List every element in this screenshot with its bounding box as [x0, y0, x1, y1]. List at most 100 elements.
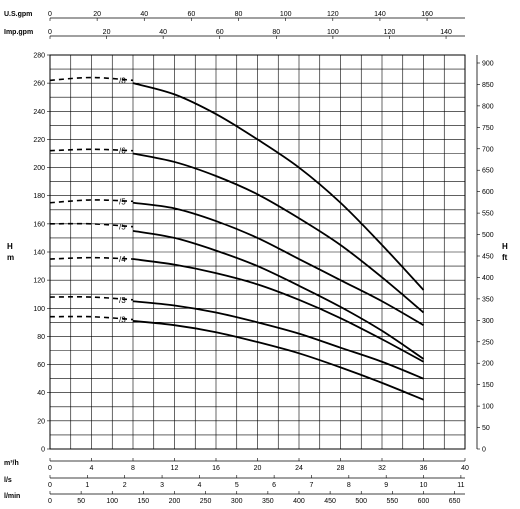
bottom-tick-label: 400 — [293, 498, 305, 505]
series-layer: /8/6/5/5/4/3/3 — [49, 76, 425, 401]
bottom-tick-label: 7 — [310, 482, 314, 489]
bottom-tick-label: 24 — [295, 465, 303, 472]
axes: 020406080100120140160180200220240260280H… — [4, 11, 508, 505]
bottom-axis-label: l/min — [4, 493, 20, 500]
right-tick-label: 400 — [482, 275, 494, 282]
left-tick-label: 180 — [33, 193, 45, 200]
left-axis-label-h: H — [7, 242, 13, 251]
top-tick-label: 100 — [327, 29, 339, 36]
bottom-tick-label: 300 — [231, 498, 243, 505]
bottom-tick-label: 350 — [262, 498, 274, 505]
right-axis-label-h: H — [502, 242, 508, 251]
bottom-tick-label: 50 — [77, 498, 85, 505]
left-tick-label: 260 — [33, 81, 45, 88]
bottom-axis-label: l/s — [4, 477, 12, 484]
bottom-tick-label: 1 — [85, 482, 89, 489]
bottom-tick-label: 40 — [461, 465, 469, 472]
curve-label: /3 — [119, 296, 126, 305]
bottom-tick-label: 150 — [138, 498, 150, 505]
curve-4-dashed — [49, 222, 134, 228]
top-tick-label: 40 — [140, 11, 148, 18]
right-tick-label: 300 — [482, 318, 494, 325]
curve-3 — [132, 201, 424, 326]
bottom-tick-label: 2 — [123, 482, 127, 489]
right-tick-label: 500 — [482, 232, 494, 239]
bottom-tick-label: 600 — [418, 498, 430, 505]
right-tick-label: 550 — [482, 211, 494, 218]
grid — [49, 54, 466, 450]
curve-label: /3 — [119, 316, 126, 325]
bottom-tick-label: 5 — [235, 482, 239, 489]
bottom-tick-label: 20 — [254, 465, 262, 472]
bottom-tick-label: 6 — [272, 482, 276, 489]
bottom-tick-label: 11 — [457, 482, 464, 489]
left-tick-label: 20 — [37, 418, 45, 425]
curve-6-dashed — [49, 296, 134, 301]
top-tick-label: 20 — [103, 29, 111, 36]
top-tick-label: 100 — [280, 11, 292, 18]
bottom-tick-label: 100 — [106, 498, 118, 505]
bottom-tick-label: 650 — [449, 498, 461, 505]
curve-5 — [132, 258, 424, 363]
top-tick-label: 80 — [235, 11, 243, 18]
curve-4 — [132, 230, 425, 360]
right-tick-label: 100 — [482, 404, 494, 411]
bottom-tick-label: 550 — [387, 498, 399, 505]
bottom-tick-label: 250 — [200, 498, 212, 505]
bottom-tick-label: 3 — [160, 482, 164, 489]
top-tick-label: 140 — [440, 29, 452, 36]
left-tick-label: 140 — [33, 250, 45, 257]
bottom-tick-label: 28 — [337, 465, 345, 472]
left-axis-label-m: m — [7, 253, 14, 262]
curve-2 — [132, 152, 425, 314]
left-tick-label: 60 — [37, 362, 45, 369]
curve-label: /6 — [119, 147, 126, 156]
curve-5-dashed — [49, 256, 134, 260]
top-axis-label: U.S.gpm — [4, 11, 32, 18]
left-tick-label: 280 — [33, 53, 45, 60]
curve-label: /4 — [119, 255, 126, 264]
right-tick-label: 750 — [482, 125, 494, 132]
bottom-tick-label: 9 — [384, 482, 388, 489]
bottom-tick-label: 8 — [131, 465, 135, 472]
left-tick-label: 200 — [33, 165, 45, 172]
left-tick-label: 120 — [33, 278, 45, 285]
top-tick-label: 40 — [159, 29, 167, 36]
bottom-tick-label: 4 — [197, 482, 201, 489]
curve-label: /5 — [119, 223, 126, 232]
curve-3-dashed — [49, 199, 134, 204]
top-axis-label: Imp.gpm — [4, 29, 33, 36]
right-tick-label: 150 — [482, 382, 494, 389]
left-tick-label: 80 — [37, 334, 45, 341]
bottom-tick-label: 10 — [420, 482, 428, 489]
right-tick-label: 850 — [482, 82, 494, 89]
bottom-tick-label: 32 — [378, 465, 386, 472]
bottom-tick-label: 4 — [90, 465, 94, 472]
left-tick-label: 0 — [41, 447, 45, 454]
curve-2-dashed — [49, 148, 134, 152]
curve-1 — [132, 82, 425, 291]
top-tick-label: 120 — [384, 29, 396, 36]
right-tick-label: 0 — [482, 447, 486, 454]
bottom-tick-label: 36 — [420, 465, 428, 472]
top-tick-label: 60 — [187, 11, 195, 18]
right-tick-label: 350 — [482, 296, 494, 303]
right-tick-label: 450 — [482, 253, 494, 260]
curve-7 — [132, 320, 424, 401]
top-tick-label: 80 — [272, 29, 280, 36]
bottom-tick-label: 0 — [48, 498, 52, 505]
top-tick-label: 160 — [421, 11, 433, 18]
bottom-tick-label: 0 — [48, 465, 52, 472]
right-tick-label: 50 — [482, 425, 490, 432]
curve-label: /5 — [119, 197, 126, 206]
top-tick-label: 120 — [327, 11, 339, 18]
right-tick-label: 200 — [482, 361, 494, 368]
bottom-tick-label: 8 — [347, 482, 351, 489]
left-tick-label: 240 — [33, 109, 45, 116]
right-tick-label: 650 — [482, 168, 494, 175]
bottom-tick-label: 450 — [324, 498, 336, 505]
left-tick-label: 160 — [33, 221, 45, 228]
bottom-axis-label: m³/h — [4, 460, 19, 467]
left-tick-label: 40 — [37, 390, 45, 397]
right-tick-label: 900 — [482, 60, 494, 67]
